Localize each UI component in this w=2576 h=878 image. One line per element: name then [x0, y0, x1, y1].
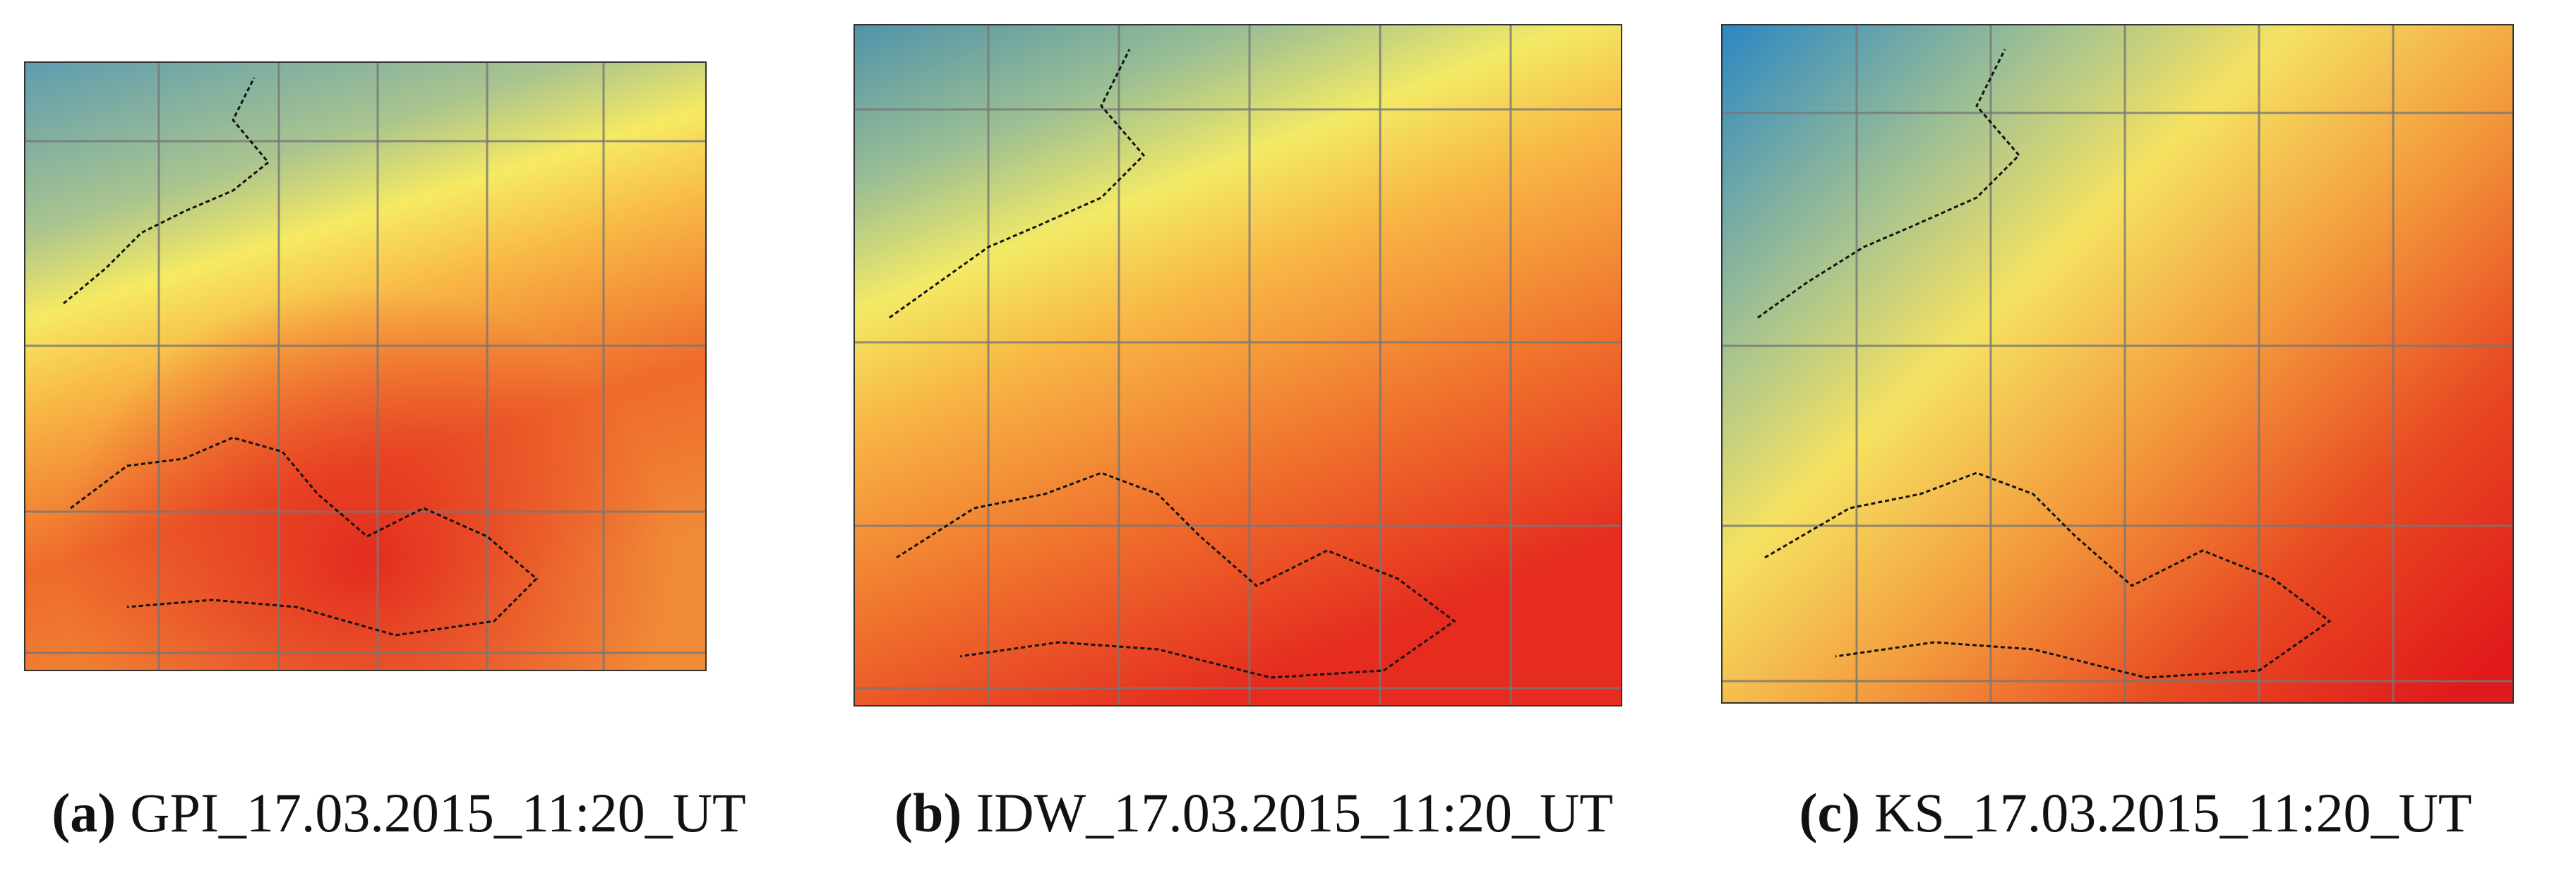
map-c	[1721, 24, 2514, 704]
caption: (c) KS_17.03.2015_11:20_UT	[1799, 782, 2472, 843]
graticule	[854, 25, 1622, 706]
coastline	[889, 49, 1456, 679]
field	[1722, 25, 2513, 703]
graticule	[25, 62, 706, 670]
caption-text: IDW_17.03.2015_11:20_UT	[976, 782, 1613, 843]
panel-letter: (b)	[894, 782, 961, 843]
frame	[853, 24, 1622, 706]
caption-text: KS_17.03.2015_11:20_UT	[1874, 782, 2472, 843]
frame	[24, 61, 707, 671]
caption: (a) GPI_17.03.2015_11:20_UT	[52, 782, 745, 843]
map-a	[24, 61, 707, 671]
graticule	[1722, 25, 2513, 703]
caption-text: GPI_17.03.2015_11:20_UT	[130, 782, 745, 843]
field-hotspot	[25, 62, 706, 670]
panel-letter: (a)	[52, 782, 116, 843]
coastline	[1757, 49, 2332, 679]
frame	[1721, 24, 2514, 704]
caption: (b) IDW_17.03.2015_11:20_UT	[894, 782, 1613, 843]
map-b	[853, 24, 1622, 706]
coastline	[63, 77, 539, 637]
field	[854, 25, 1622, 706]
panel-letter: (c)	[1799, 782, 1860, 843]
